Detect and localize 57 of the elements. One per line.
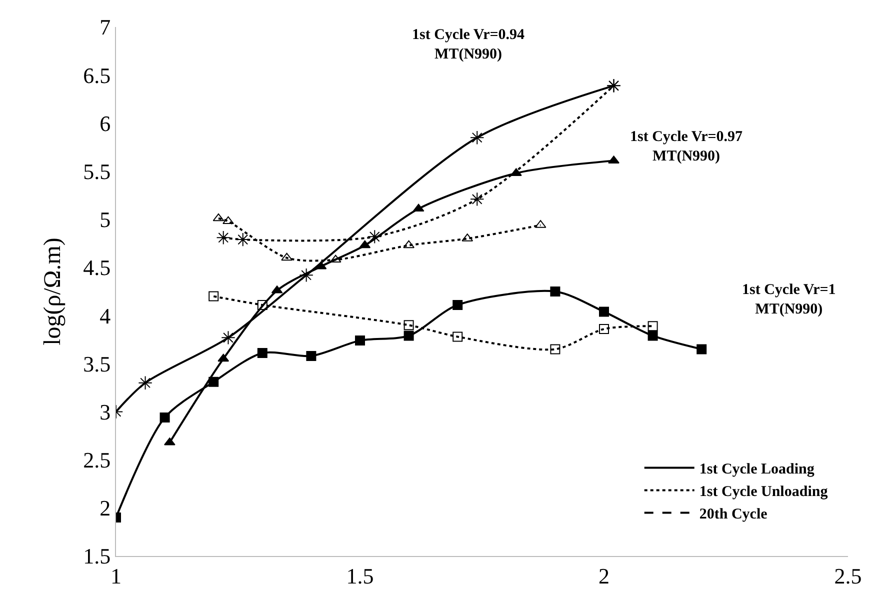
y-tick-label: 4 <box>100 303 111 328</box>
point <box>452 332 463 342</box>
point <box>368 230 382 244</box>
point <box>404 320 414 330</box>
annotation: 1st Cycle Vr=0.97 MT(N990) <box>630 129 744 164</box>
point <box>696 344 707 354</box>
point <box>281 252 292 261</box>
y-tick-label: 5 <box>100 207 111 232</box>
legend-label: 1st Cycle Unloading <box>699 484 828 500</box>
point <box>648 330 658 341</box>
point <box>208 291 219 302</box>
point <box>257 300 268 310</box>
point <box>212 213 224 222</box>
point <box>550 344 560 354</box>
point <box>218 354 230 362</box>
point <box>412 204 424 212</box>
point <box>403 240 414 248</box>
y-axis-title: log(ρ/Ω.m) <box>40 238 66 346</box>
y-tick-label: 7 <box>100 14 111 40</box>
x-tick-label: 1.5 <box>346 563 374 588</box>
point <box>599 306 609 317</box>
point <box>599 324 609 334</box>
y-tick-label: 3.5 <box>83 351 111 376</box>
point <box>550 286 560 296</box>
point <box>330 254 342 263</box>
point <box>648 321 658 332</box>
point <box>221 330 236 345</box>
y-tick-label: 6 <box>100 110 111 136</box>
point <box>470 192 484 206</box>
point <box>257 348 268 358</box>
point <box>306 350 316 361</box>
y-tick-label: 2 <box>100 496 111 521</box>
annotation: 1st Cycle Vr=0.94 MT(N990) <box>412 27 526 62</box>
x-tick-label: 2.5 <box>834 563 862 588</box>
legend-label: 1st Cycle Loading <box>699 462 815 478</box>
annotation: 1st Cycle Vr=1 MT(N990) <box>742 282 836 318</box>
y-tick-label: 6.5 <box>83 62 111 88</box>
point <box>208 376 219 387</box>
point <box>138 376 152 390</box>
point <box>355 336 365 346</box>
point <box>299 268 314 282</box>
point <box>216 230 230 245</box>
x-tick-label: 1 <box>110 563 122 588</box>
y-tick-label: 5.5 <box>83 158 111 184</box>
y-tick-label: 1.5 <box>83 544 111 569</box>
legend-label: 20th Cycle <box>699 506 768 523</box>
x-tick-label: 2 <box>598 563 610 588</box>
point <box>236 232 250 247</box>
y-tick-label: 2.5 <box>83 448 111 473</box>
y-tick-label: 4.5 <box>83 255 111 280</box>
y-tick-label: 3 <box>100 399 111 424</box>
point <box>470 130 484 145</box>
point <box>404 330 414 341</box>
point <box>222 216 234 224</box>
point <box>452 300 463 310</box>
point <box>160 412 170 422</box>
point <box>359 240 371 248</box>
